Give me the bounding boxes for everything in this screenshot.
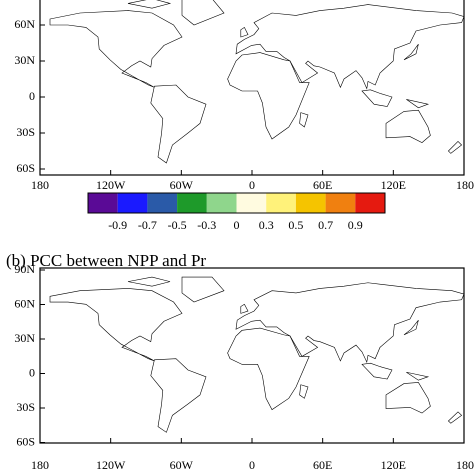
y-axis-label: 30N [14,331,35,345]
x-axis-label: 120E [381,178,406,192]
y-axis-label: 60N [14,296,35,310]
coastlines [50,277,464,432]
coastline [362,90,392,107]
coastline [362,363,392,379]
coastline [406,372,428,380]
colorbar-label: -0.7 [138,218,157,232]
map-background [40,268,464,443]
colorbar-label: -0.9 [108,218,127,232]
x-axis-label: 120W [96,458,126,472]
colorbar-label: 0.3 [259,218,274,232]
coastline [404,44,418,60]
x-axis-label: 60E [313,458,332,472]
x-axis-label: 60E [313,178,332,192]
colorbar [87,192,386,214]
coastline [236,5,464,89]
coastline [241,27,248,37]
map-panel-b: 90N 60N 30N 0 30S 60S 180 120W 60W 0 60E 120E 180 [14,262,474,472]
coastline [50,288,182,361]
y-axis-label: 0 [29,365,35,379]
y-axis-label: 0 [29,89,35,103]
coastline [128,277,170,286]
coastline [300,113,308,127]
coastline [448,412,461,423]
panel-title: (b) PCC between NPP and Pr [6,251,206,270]
coastlines [50,0,464,163]
x-axis-label: 120E [381,458,406,472]
map-panel-a: 60N 30N 0 30S 60S 180 120W 60W 0 60E 120E 180 [14,0,474,192]
coastline [300,385,308,399]
x-axis-label: 0 [249,178,255,192]
coastline [241,304,248,313]
y-axis-label: 60S [16,434,35,448]
coastline [228,53,310,139]
coastline [404,320,418,335]
coastline [236,283,464,362]
x-axis-label: 0 [249,458,255,472]
y-axis-label: 30S [16,125,35,139]
coastline [50,11,182,88]
coastline [182,277,224,302]
colorbar-label: -0.3 [197,218,216,232]
coastline [151,359,206,433]
x-axis-label: 180 [31,178,49,192]
coastline [448,141,461,153]
colorbar-label: 0.9 [348,218,363,232]
coastline [128,0,170,8]
map-background [40,0,464,175]
coastline [151,85,206,163]
x-axis-label: 120W [96,178,126,192]
y-axis-label: 30N [14,53,35,67]
y-axis-label: 90N [14,262,35,276]
y-axis-label: 60N [14,17,35,31]
colorbar-label: -0.5 [168,218,187,232]
y-axis-label: 60S [16,161,35,175]
x-axis-label: 60W [170,458,194,472]
x-axis-label: 180 [31,458,49,472]
coastline [386,382,430,413]
coastline [406,99,428,107]
colorbar-label: 0.7 [318,218,333,232]
coastline [228,328,310,410]
y-axis-label: 30S [16,400,35,414]
x-axis-label: 180 [456,458,474,472]
coastline [182,0,224,25]
colorbar-label: 0 [234,218,240,232]
x-axis-label: 60W [170,178,194,192]
colorbar-label: 0.5 [288,218,303,232]
coastline [386,110,430,142]
x-axis-label: 180 [456,178,474,192]
